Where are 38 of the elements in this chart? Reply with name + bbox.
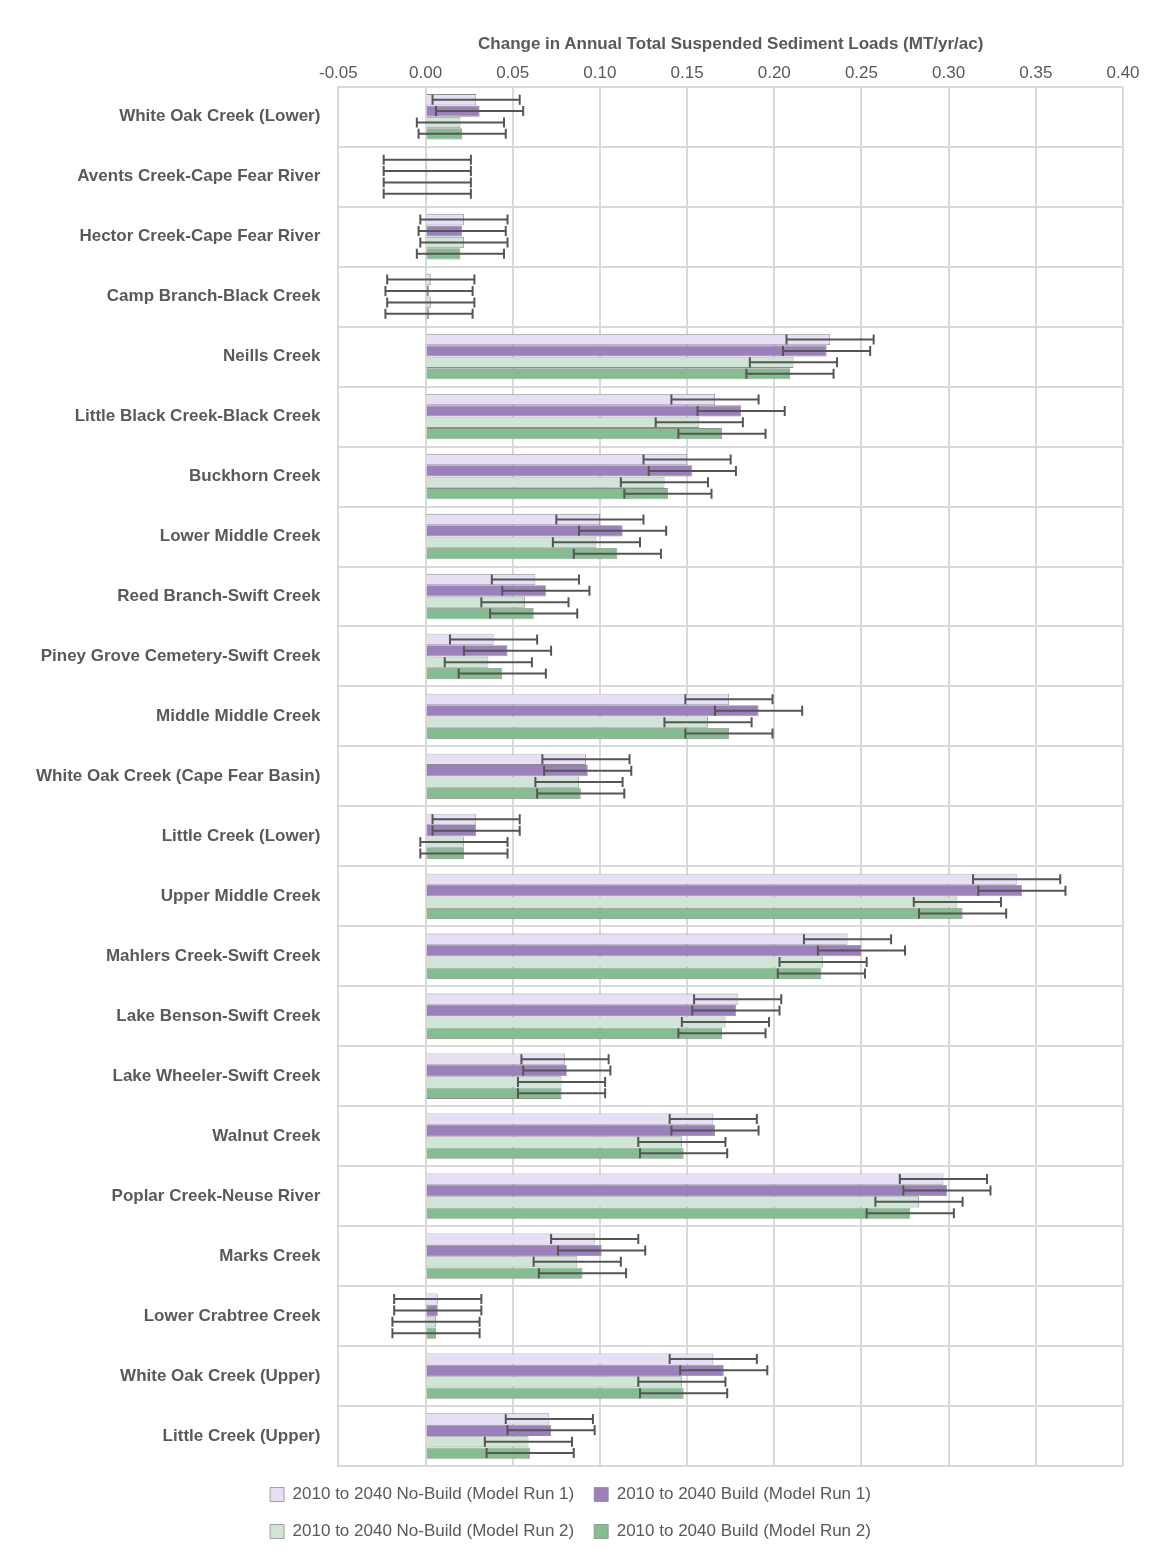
x-tick-label: 0.35	[1019, 63, 1053, 83]
x-tick-label: 0.15	[670, 63, 704, 83]
x-tick-label: 0.20	[757, 63, 791, 83]
legend-label: 2010 to 2040 Build (Model Run 1)	[616, 1484, 871, 1504]
y-tick-label: White Oak Creek (Upper)	[120, 1365, 321, 1385]
y-tick-label: Walnut Creek	[212, 1125, 321, 1145]
x-axis-title: Change in Annual Total Suspended Sediment Loads (MT/yr/ac)	[478, 33, 984, 53]
legend-label: 2010 to 2040 Build (Model Run 2)	[616, 1521, 871, 1541]
y-tick-label: Lake Benson-Swift Creek	[116, 1005, 321, 1025]
y-tick-label: Little Creek (Lower)	[161, 826, 321, 846]
y-tick-label: Middle Middle Creek	[155, 706, 321, 726]
x-tick-label: 0.25	[844, 63, 878, 83]
y-tick-label: Marks Creek	[219, 1245, 321, 1265]
legend-label: 2010 to 2040 No-Build (Model Run 2)	[292, 1521, 575, 1541]
y-tick-label: White Oak Creek (Lower)	[119, 106, 321, 126]
y-tick-label: Hector Creek-Cape Fear River	[79, 226, 321, 246]
x-tick-label: 0.40	[1106, 63, 1140, 83]
y-tick-label: Piney Grove Cemetery-Swift Creek	[40, 646, 321, 666]
y-tick-label: Little Creek (Upper)	[162, 1425, 321, 1445]
y-tick-label: Lake Wheeler-Swift Creek	[112, 1065, 321, 1085]
x-tick-label: 0.05	[496, 63, 530, 83]
y-tick-label: Upper Middle Creek	[160, 886, 321, 906]
y-tick-label: Camp Branch-Black Creek	[106, 286, 321, 306]
y-tick-label: Lower Crabtree Creek	[143, 1305, 321, 1325]
x-tick-label: 0.30	[932, 63, 966, 83]
y-tick-label: Buckhorn Creek	[189, 466, 321, 486]
x-tick-label: -0.05	[318, 63, 358, 83]
y-tick-label: Lower Middle Creek	[159, 526, 321, 546]
y-tick-label: Avents Creek-Cape Fear River	[77, 166, 321, 186]
y-tick-label: Mahlers Creek-Swift Creek	[105, 945, 321, 965]
y-tick-label: White Oak Creek (Cape Fear Basin)	[35, 766, 321, 786]
x-tick-label: 0.10	[583, 63, 617, 83]
y-tick-label: Reed Branch-Swift Creek	[117, 586, 321, 606]
y-tick-label: Poplar Creek-Neuse River	[111, 1185, 321, 1205]
x-tick-label: 0.00	[409, 63, 443, 83]
y-tick-label: Little Black Creek-Black Creek	[74, 406, 321, 426]
y-tick-label: Neills Creek	[223, 346, 321, 366]
legend-label: 2010 to 2040 No-Build (Model Run 1)	[292, 1484, 575, 1504]
